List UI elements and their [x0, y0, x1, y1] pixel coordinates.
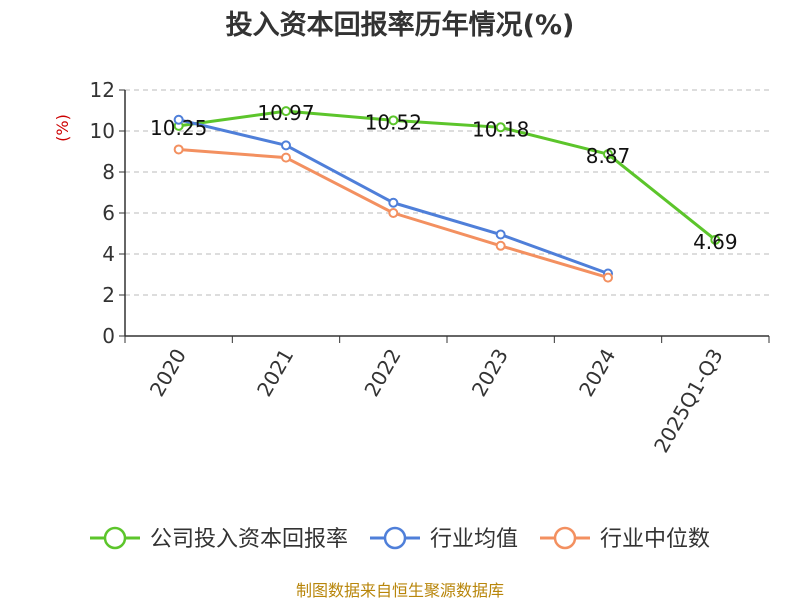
legend-label-2: 行业中位数 [600, 527, 710, 552]
legend-marker-0 [103, 526, 127, 550]
data-label-5: 4.69 [693, 230, 738, 254]
series-line-1 [178, 118, 609, 275]
y-tick-label-10: 10 [90, 119, 115, 143]
legend: 公司投入资本回报率 行业均值 行业中位数 [90, 526, 710, 552]
x-tick-label-2021: 2021 [252, 345, 298, 401]
y-tick-label-8: 8 [102, 160, 115, 184]
series-0-point-2 [388, 115, 399, 126]
series-2-point-2 [388, 208, 399, 218]
series-2-point-4 [603, 272, 613, 283]
series-0-point-4 [603, 149, 613, 160]
x-tick-label-2025Q1-Q3: 2025Q1-Q3 [649, 345, 728, 457]
legend-marker-2 [553, 526, 577, 550]
x-tick-label-2022: 2022 [359, 345, 405, 401]
legend-label-0: 公司投入资本回报率 [150, 527, 348, 552]
y-tick-label-4: 4 [102, 242, 115, 266]
y-tick-label-12: 12 [90, 78, 115, 102]
data-label-1: 10.97 [257, 101, 314, 125]
y-tick-label-2: 2 [102, 283, 115, 307]
data-label-2: 10.52 [365, 110, 422, 134]
x-tick-label-2020: 2020 [145, 345, 191, 401]
x-tick-label-2024: 2024 [574, 345, 620, 401]
chart-title: 投入资本回报率历年情况(%) [226, 9, 575, 41]
series-line-0 [178, 109, 717, 242]
data-label-3: 10.18 [472, 117, 529, 141]
x-tick-labels: 2020 2021 2022 2023 2024 2025Q1-Q3 [145, 344, 728, 456]
series-0-point-3 [495, 122, 506, 133]
data-label-0: 10.25 [150, 116, 207, 140]
x-tick-label-2023: 2023 [467, 344, 513, 400]
data-label-4: 8.87 [586, 144, 631, 168]
legend-label-1: 行业均值 [430, 527, 518, 552]
y-axis-label: (%) [53, 114, 72, 142]
axes [119, 89, 770, 343]
y-tick-labels: 0 2 4 6 8 10 12 [90, 78, 115, 348]
series-1-point-2 [388, 197, 399, 208]
series-1-point-1 [281, 140, 291, 151]
series-2-point-0 [173, 144, 184, 155]
series-1-point-0 [173, 114, 184, 125]
data-labels: 10.25 10.97 10.52 10.18 8.87 4.69 [150, 101, 738, 254]
series-0-point-5 [710, 234, 721, 245]
series-1-point-3 [495, 229, 506, 240]
series-0-point-1 [281, 106, 291, 117]
source-note: 制图数据来自恒生聚源数据库 [296, 581, 504, 600]
series-2-point-3 [495, 240, 506, 251]
series-group [173, 106, 721, 283]
legend-marker-1 [383, 526, 407, 550]
y-tick-label-0: 0 [102, 324, 115, 348]
y-tick-label-6: 6 [102, 201, 115, 225]
series-2-point-1 [281, 152, 291, 163]
